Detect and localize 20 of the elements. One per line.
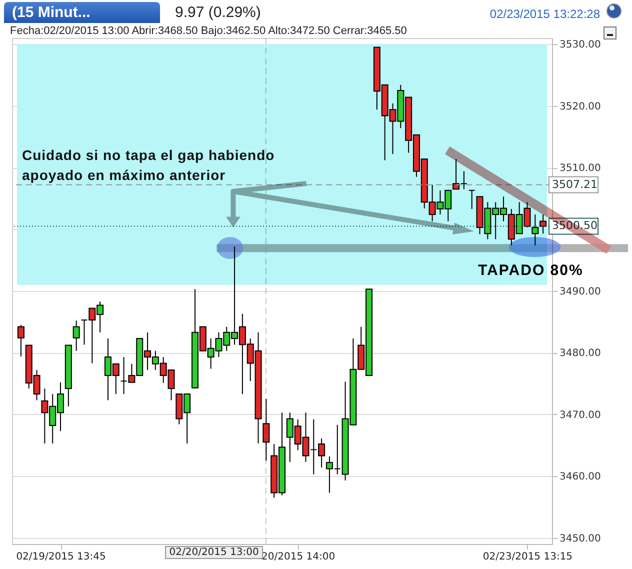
y-tick-label: 3460.00 <box>560 472 601 483</box>
candlestick <box>262 398 270 462</box>
y-tick-label: 3480.00 <box>560 348 601 360</box>
y-tick-label: 3520.00 <box>560 101 601 112</box>
annotation: Cuidado si no tapa el gap habiendo apoyado en máximo anterior <box>22 146 276 185</box>
chart-title: (15 Minut... <box>4 2 160 23</box>
x-tick-label: 02/23/2015 13:15 <box>482 552 573 562</box>
annotation: TAPADO 80% <box>478 262 584 279</box>
chart-subtitle: 9.97 (0.29%) <box>175 4 261 21</box>
y-tick-label: 3530.00 <box>560 40 601 51</box>
x-tick-label: 02/19/2015 13:45 <box>16 552 106 562</box>
y-tick-label: 3470.00 <box>560 410 601 421</box>
y-tick-label: 3450.00 <box>560 533 601 544</box>
text: Fecha:02/20/2015 13:00 Abrir:3468.50 Bajo:3462.50 Alto:3472.50 Cerrar:3465.50 <box>10 25 407 37</box>
y-tick-label: 3490.00 <box>560 286 601 298</box>
text: 02/20/2015 13:00 <box>165 546 263 559</box>
x-tick-label: 20/2015 14:00 <box>262 552 336 562</box>
candlestick <box>17 324 24 357</box>
text: 02/23/2015 13:22:28 <box>490 7 600 21</box>
candlestick <box>72 320 80 352</box>
